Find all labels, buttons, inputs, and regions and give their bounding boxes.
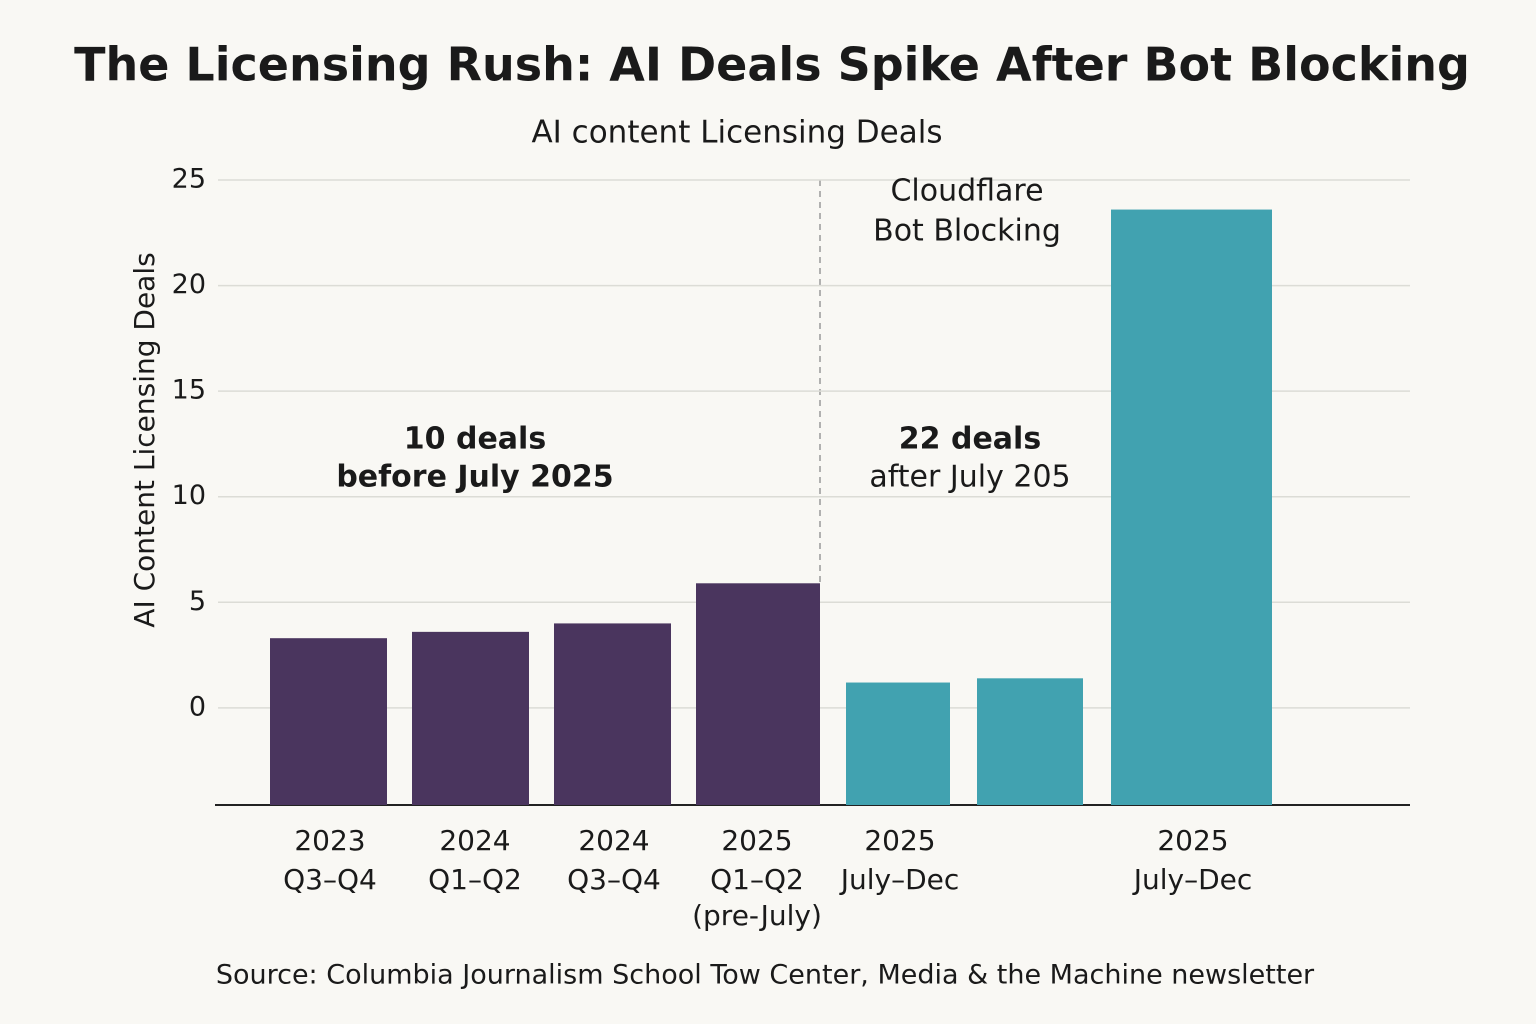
source: Source: Columbia Journalism School Tow C…: [216, 960, 1315, 991]
x-tick-label: 2025: [1157, 824, 1228, 857]
event-label: Bot Blocking: [873, 214, 1061, 249]
y-tick-label: 25: [172, 164, 206, 195]
bar: [696, 583, 820, 805]
chart-subtitle: AI content Licensing Deals: [531, 115, 942, 151]
annotation: 10 deals: [404, 422, 546, 457]
x-tick-label: 2023: [294, 824, 365, 857]
event-label: Cloudflare: [890, 174, 1043, 209]
y-tick-label: 20: [172, 269, 206, 300]
x-tick-label: (pre-July): [692, 899, 822, 932]
x-tick-label: July–Dec: [1132, 863, 1253, 896]
x-tick-label: Q1–Q2: [710, 863, 804, 896]
y-tick-label: 10: [172, 480, 206, 511]
bar: [977, 678, 1083, 805]
chart-title: The Licensing Rush: AI Deals Spike After…: [74, 38, 1470, 92]
annotation: after July 205: [869, 460, 1070, 495]
bar: [846, 682, 950, 805]
bar: [412, 631, 529, 805]
bar: [270, 638, 387, 805]
x-tick-label: Q3–Q4: [567, 863, 661, 896]
x-tick-label: 2024: [439, 824, 510, 857]
y-tick-label: 15: [172, 375, 206, 406]
x-tick-label: 2025: [864, 824, 935, 857]
x-tick-label: 2025: [721, 824, 792, 857]
bar: [554, 623, 671, 805]
x-tick-label: Q3–Q4: [283, 863, 377, 896]
x-tick-label: July–Dec: [839, 863, 960, 896]
y-axis-label: AI Content Licensing Deals: [128, 252, 161, 627]
y-tick-label: 0: [189, 691, 206, 722]
x-tick-label: 2024: [578, 824, 649, 857]
y-tick-label: 5: [189, 586, 206, 617]
x-tick-label: Q1–Q2: [428, 863, 522, 896]
annotation: 22 deals: [899, 422, 1041, 457]
bar: [1111, 209, 1272, 806]
annotation: before July 2025: [336, 460, 613, 495]
